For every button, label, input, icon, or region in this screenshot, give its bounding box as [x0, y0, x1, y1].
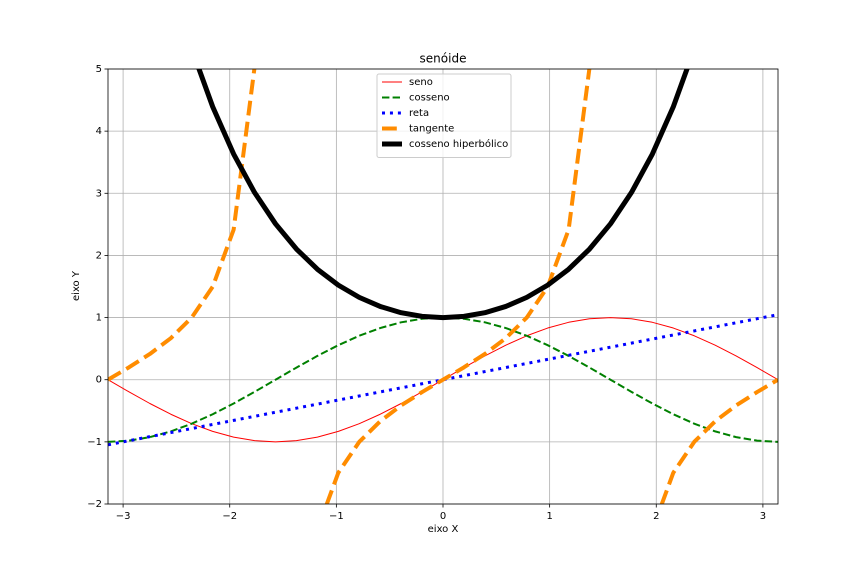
y-tick-label: −2	[87, 499, 102, 510]
y-tick-label: 3	[96, 188, 102, 199]
x-tick-label: 2	[653, 511, 659, 522]
y-tick-label: 5	[96, 64, 102, 75]
legend-box	[376, 73, 512, 158]
y-tick-label: 1	[96, 313, 102, 324]
legend-label: cosseno hiperbólico	[409, 138, 508, 150]
y-tick-label: −1	[87, 437, 102, 448]
x-tick-label: 0	[440, 511, 446, 522]
legend-label: reta	[409, 108, 429, 119]
line-series	[196, 69, 690, 321]
y-tick-label: 0	[96, 375, 102, 386]
x-tick-label: −1	[329, 511, 344, 522]
legend-label: seno	[409, 77, 433, 88]
chart-title: senóide	[420, 52, 467, 66]
y-tick-label: 2	[96, 250, 102, 261]
x-tick-label: 1	[546, 511, 552, 522]
legend: seno cosseno reta tangente cosseno hiperbóli…	[376, 73, 512, 158]
x-axis-label: eixo X	[428, 524, 459, 535]
x-tick-label: 3	[760, 511, 766, 522]
x-tick-label: −3	[116, 511, 131, 522]
legend-label: tangente	[409, 124, 454, 135]
line-series	[108, 313, 778, 447]
y-tick-label: 4	[96, 126, 102, 137]
plot-lines	[108, 69, 778, 504]
legend-label: cosseno	[409, 93, 450, 104]
line-series	[108, 69, 778, 504]
axes-frame	[107, 68, 779, 505]
x-tick-label: −2	[222, 511, 237, 522]
y-axis-label: eixo Y	[71, 270, 82, 301]
